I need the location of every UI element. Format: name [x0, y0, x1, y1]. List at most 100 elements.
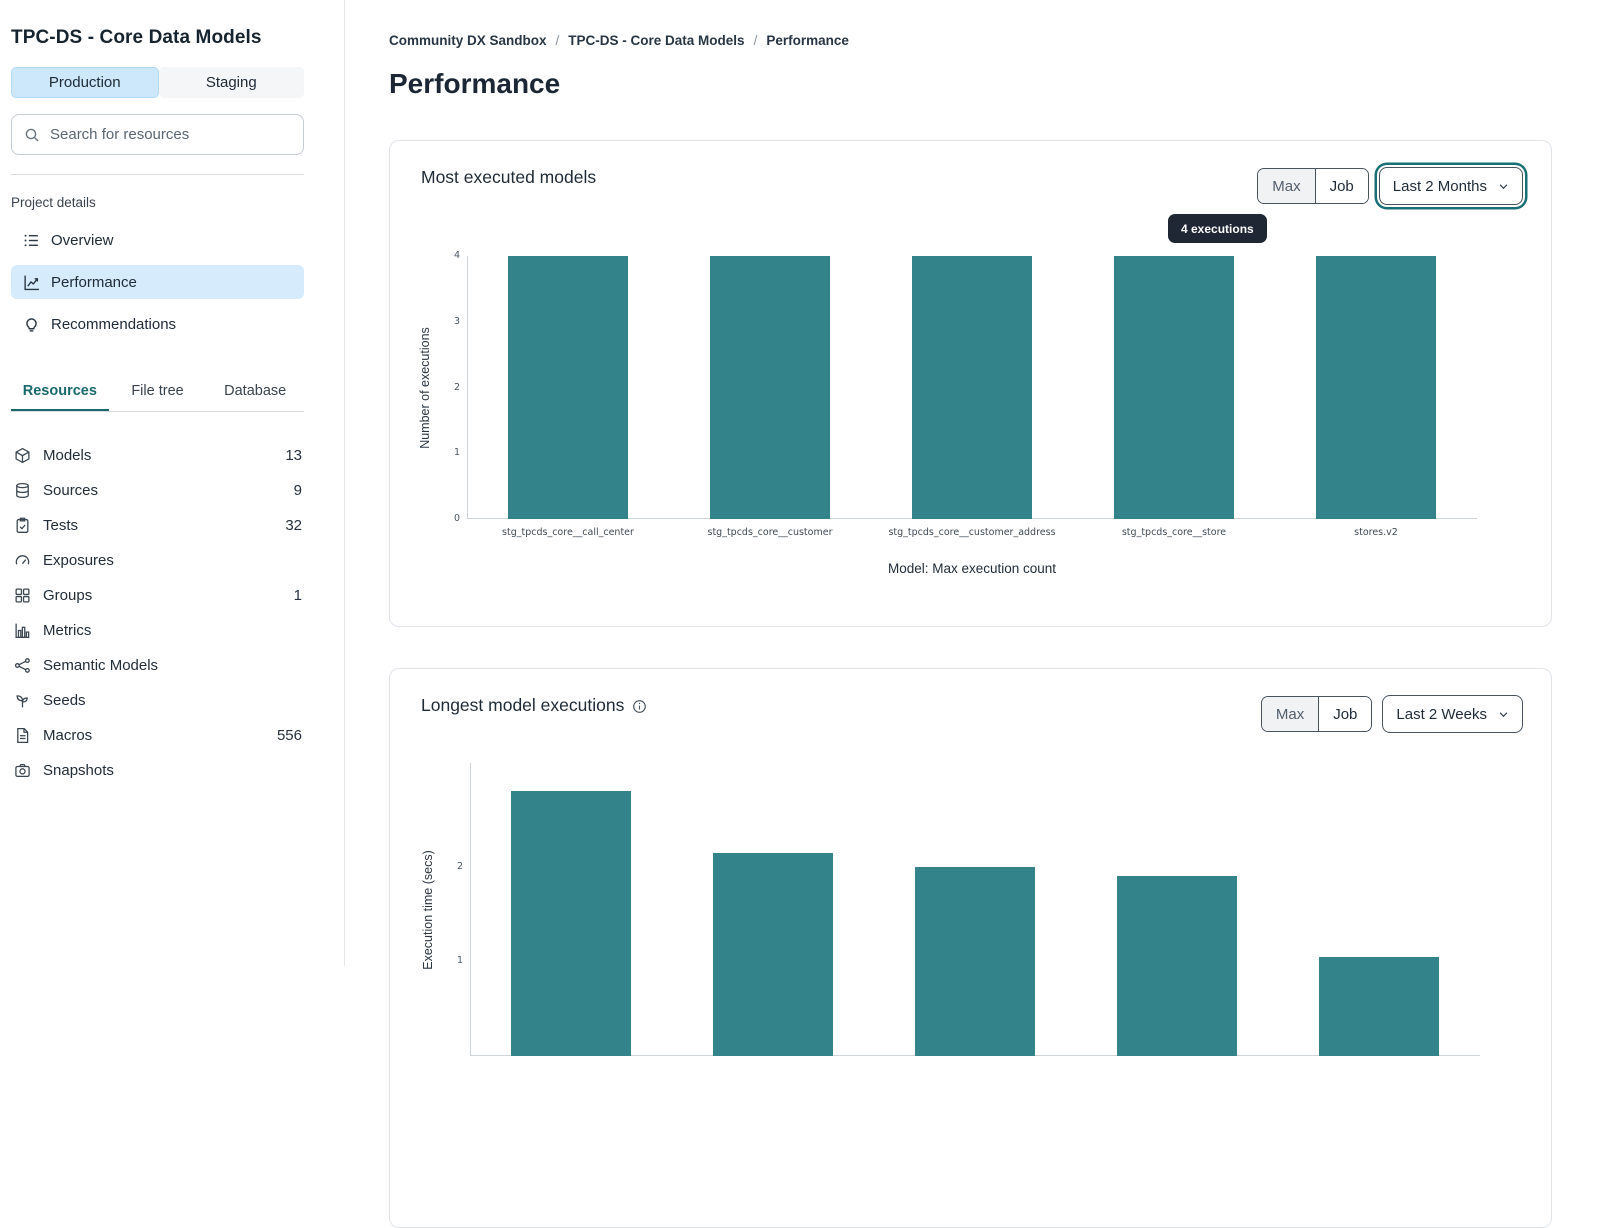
resource-count: 32 [285, 517, 302, 534]
job-button[interactable]: Job [1315, 169, 1368, 203]
resource-label: Exposures [43, 552, 114, 569]
x-axis-tick: stg_tpcds_core__store [1121, 527, 1227, 538]
bar-chart-icon [13, 622, 31, 639]
resource-row-semantic-models[interactable]: Semantic Models [11, 648, 304, 683]
resource-row-seeds[interactable]: Seeds [11, 683, 304, 718]
bar-series-0[interactable] [511, 791, 631, 1056]
database-icon [13, 482, 31, 499]
chevron-down-icon [1498, 181, 1509, 192]
env-tab-label: Staging [205, 74, 257, 91]
x-axis-label: Model: Max execution count [887, 561, 1057, 576]
resource-count: 556 [276, 727, 302, 744]
resource-label: Semantic Models [43, 657, 159, 674]
chart-tooltip: 4 executions [1168, 214, 1267, 243]
project-nav: Overview Performance Recommendations [11, 223, 304, 341]
y-axis-label: Number of executions [418, 326, 432, 449]
resource-label: Snapshots [43, 762, 114, 779]
x-axis-tick: stg_tpcds_core__customer [707, 527, 833, 538]
nav-item-overview[interactable]: Overview [11, 223, 304, 257]
nav-item-label: Recommendations [51, 315, 177, 333]
max-button[interactable]: Max [1258, 169, 1316, 203]
max-job-toggle: Max Job [1257, 168, 1369, 204]
resource-row-models[interactable]: Models 13 [11, 438, 304, 473]
resource-label: Macros [43, 727, 93, 744]
chart-title: Most executed models [421, 167, 597, 187]
breadcrumb-item-account[interactable]: Community DX Sandbox [389, 33, 547, 48]
env-tab-staging[interactable]: Staging [158, 67, 304, 98]
info-icon[interactable] [632, 699, 647, 714]
resource-row-groups[interactable]: Groups 1 [11, 578, 304, 613]
sidebar-divider [11, 174, 304, 175]
search-input[interactable] [50, 126, 291, 143]
seedling-icon [13, 692, 31, 709]
tab-database[interactable]: Database [224, 383, 287, 399]
resource-row-exposures[interactable]: Exposures [11, 543, 304, 578]
grid-icon [13, 587, 31, 604]
bar-series-4[interactable] [1319, 957, 1439, 1056]
most-executed-models-card: Most executed models Max Job Last 2 Mont… [389, 140, 1552, 627]
environment-switcher: Production Staging [11, 67, 304, 98]
bar-series-1[interactable] [713, 853, 833, 1056]
chart-controls: Max Job Last 2 Months [1257, 167, 1523, 205]
max-button[interactable]: Max [1261, 697, 1320, 731]
x-axis-tick: stores.v2 [1354, 527, 1398, 538]
project-details-label: Project details [11, 195, 96, 210]
resource-row-macros[interactable]: Macros 556 [11, 718, 304, 753]
nav-item-performance[interactable]: Performance [11, 265, 304, 299]
line-chart-icon [23, 274, 40, 291]
resource-tabs: Resources File tree Database [11, 373, 304, 412]
breadcrumb-item-current: Performance [766, 33, 849, 48]
resource-row-sources[interactable]: Sources 9 [11, 473, 304, 508]
search-icon [24, 127, 40, 143]
y-axis-tick: 2 [453, 381, 460, 393]
chevron-down-icon [1498, 709, 1509, 720]
file-icon [13, 727, 31, 744]
y-axis-tick: 2 [456, 860, 463, 872]
bar-stg-tpcds-core-customer-address[interactable] [912, 256, 1032, 519]
gauge-icon [13, 552, 31, 569]
project-title: TPC-DS - Core Data Models [11, 27, 262, 48]
clipboard-check-icon [13, 517, 31, 534]
most-executed-models-chart: Number of executions 0 1 2 3 4 stg_tpcds_core_… [390, 141, 1551, 626]
resource-search[interactable] [11, 114, 304, 155]
longest-model-executions-card: Longest model executions Max Job Last 2 … [389, 668, 1552, 1228]
resource-list: Models 13 Sources 9 Tests 32 Exposures Groups 1 M… [11, 438, 304, 788]
resource-label: Groups [43, 587, 93, 604]
breadcrumb-item-project[interactable]: TPC-DS - Core Data Models [568, 33, 745, 48]
bar-series-3[interactable] [1117, 876, 1237, 1056]
nav-item-recommendations[interactable]: Recommendations [11, 307, 304, 341]
time-range-dropdown[interactable]: Last 2 Months [1378, 167, 1523, 205]
resource-label: Models [43, 447, 92, 464]
nav-item-label: Performance [51, 273, 137, 291]
breadcrumb-separator: / [753, 33, 758, 48]
env-tab-production[interactable]: Production [11, 67, 159, 98]
resource-row-tests[interactable]: Tests 32 [11, 508, 304, 543]
x-axis-tick: stg_tpcds_core__customer_address [888, 527, 1056, 538]
resource-label: Metrics [43, 622, 92, 639]
max-job-toggle: Max Job [1260, 696, 1373, 732]
nav-item-label: Overview [51, 231, 114, 249]
bar-stg-tpcds-core-call-center[interactable] [508, 256, 628, 519]
resource-row-metrics[interactable]: Metrics [11, 613, 304, 648]
tab-resources[interactable]: Resources [11, 373, 109, 411]
lightbulb-icon [23, 316, 40, 333]
env-tab-label: Production [48, 74, 121, 91]
network-icon [13, 657, 31, 674]
breadcrumb: Community DX Sandbox / TPC-DS - Core Dat… [389, 33, 1621, 48]
job-button[interactable]: Job [1319, 697, 1372, 731]
page-title: Performance [389, 68, 561, 99]
resource-label: Tests [43, 517, 79, 534]
bar-stg-tpcds-core-customer[interactable] [710, 256, 830, 519]
resource-count: 9 [293, 482, 302, 499]
bar-stg-tpcds-core-store[interactable] [1114, 256, 1234, 519]
y-axis-tick: 1 [456, 955, 463, 967]
time-range-value: Last 2 Weeks [1396, 705, 1487, 723]
tab-file-tree[interactable]: File tree [131, 383, 184, 399]
time-range-dropdown[interactable]: Last 2 Weeks [1382, 695, 1523, 733]
resource-row-snapshots[interactable]: Snapshots [11, 753, 304, 788]
resource-count: 1 [293, 587, 302, 604]
x-axis-tick: stg_tpcds_core__call_center [502, 527, 634, 538]
bar-stores-v2[interactable] [1316, 256, 1436, 519]
longest-model-executions-chart: Execution time (secs) 1 2 [390, 669, 1551, 1227]
bar-series-2[interactable] [915, 867, 1035, 1056]
